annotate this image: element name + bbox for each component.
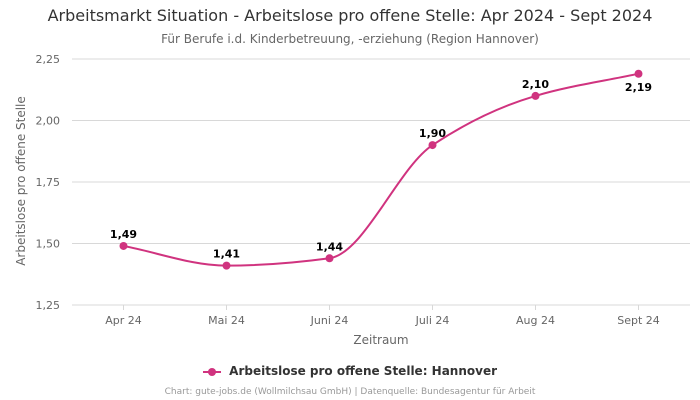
- y-tick-label: 2,25: [36, 53, 61, 66]
- data-label: 1,41: [213, 248, 240, 261]
- y-tick-label: 1,50: [36, 238, 61, 251]
- data-label: 2,19: [625, 81, 652, 94]
- data-label: 1,44: [316, 240, 343, 253]
- data-label: 1,49: [110, 228, 137, 241]
- x-tick-label: Aug 24: [516, 314, 555, 327]
- chart-credit: Chart: gute-jobs.de (Wollmilchsau GmbH) …: [164, 387, 536, 397]
- data-label: 2,10: [522, 78, 549, 91]
- y-axis-label: Arbeitslose pro offene Stelle: [14, 96, 28, 266]
- y-tick-label: 1,75: [36, 176, 61, 189]
- data-point: [119, 241, 128, 250]
- x-tick-label: Juli 24: [415, 314, 450, 327]
- data-point: [222, 261, 231, 270]
- y-tick-label: 2,00: [36, 115, 61, 128]
- x-tick-label: Apr 24: [105, 314, 142, 327]
- data-point: [531, 91, 540, 100]
- x-tick-labels: Apr 24 Mai 24 Juni 24 Juli 24 Aug 24 Sept 24: [105, 314, 660, 327]
- y-tick-label: 1,25: [36, 299, 61, 312]
- chart-title: Arbeitsmarkt Situation - Arbeitslose pro…: [47, 6, 653, 25]
- data-point: [634, 69, 643, 78]
- x-axis-label: Zeitraum: [353, 333, 408, 347]
- legend-marker-icon: [202, 367, 221, 377]
- legend[interactable]: Arbeitslose pro offene Stelle: Hannover: [0, 364, 700, 378]
- x-tick-label: Mai 24: [208, 314, 245, 327]
- series-line: [123, 72, 639, 267]
- data-point: [428, 141, 437, 150]
- legend-label: Arbeitslose pro offene Stelle: Hannover: [229, 364, 498, 378]
- grid-lines: [72, 58, 690, 310]
- data-label: 1,90: [419, 127, 446, 140]
- data-point: [325, 254, 334, 263]
- x-tick-label: Sept 24: [617, 314, 660, 327]
- chart-subtitle: Für Berufe i.d. Kinderbetreuung, -erzieh…: [161, 32, 539, 46]
- series-layer: 1,49 1,41 1,44 1,90 2,10 2,19: [110, 69, 652, 270]
- x-tick-label: Juni 24: [310, 314, 349, 327]
- y-tick-labels: 1,25 1,50 1,75 2,00 2,25: [36, 53, 61, 312]
